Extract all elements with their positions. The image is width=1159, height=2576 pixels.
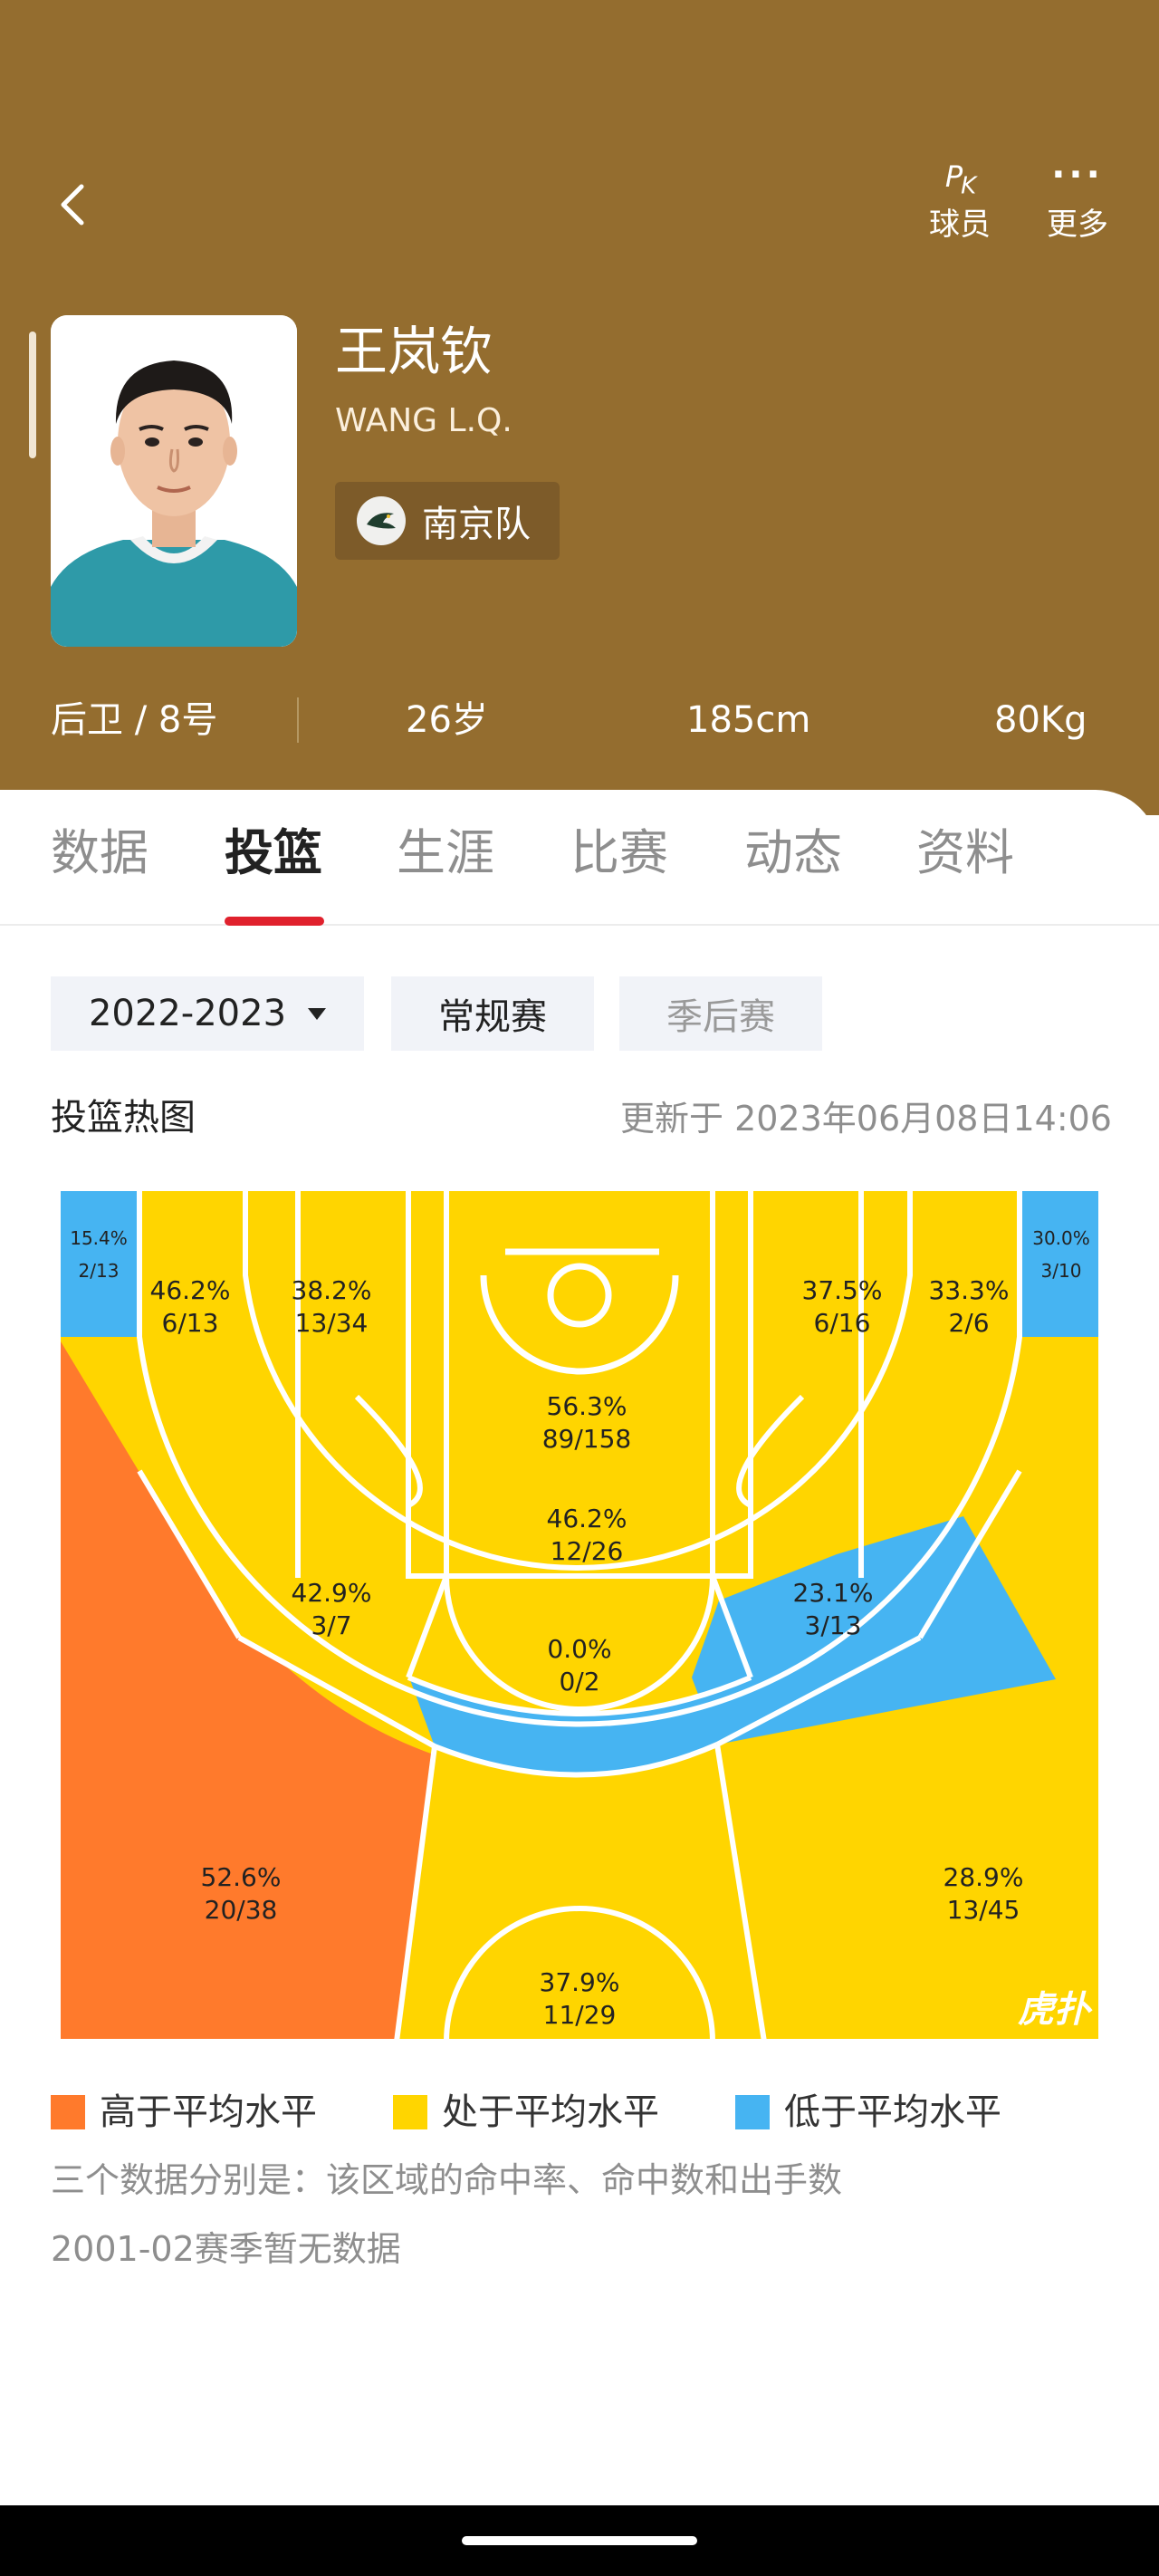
tab-bar: 数据 投篮 生涯 比赛 动态 资料 [0, 790, 1159, 926]
zone-label-ratio: 3/7 [311, 1610, 351, 1640]
season-select[interactable]: 2022-2023 [51, 976, 364, 1051]
tab-news[interactable]: 动态 [744, 824, 842, 881]
player-avatar-image [51, 315, 297, 647]
zone-left-corner-three [58, 1188, 139, 1337]
player-name-en: WANG L.Q. [335, 402, 512, 439]
player-age: 26岁 [406, 699, 488, 741]
no-data-note: 2001-02赛季暂无数据 [51, 2229, 401, 2269]
zone-label-ratio: 2/6 [948, 1308, 989, 1338]
zone-label-pct: 37.9% [540, 1967, 620, 1997]
zone-left-wing-three [58, 1337, 435, 2042]
scroll-indicator [29, 332, 36, 458]
zone-label-ratio: 13/34 [295, 1308, 369, 1338]
zone-label-pct: 38.2% [292, 1275, 372, 1305]
legend-swatch-below [735, 2095, 770, 2129]
pk-icon: PK [944, 159, 976, 200]
regular-season-label: 常规赛 [438, 996, 547, 1038]
team-badge[interactable]: 南京队 [335, 482, 560, 560]
zone-label-pct: 52.6% [201, 1862, 282, 1892]
player-height: 185cm [686, 699, 811, 741]
zone-label-pct: 56.3% [547, 1391, 627, 1421]
zone-label-ratio: 6/13 [162, 1308, 219, 1338]
player-name: 王岚钦 [335, 321, 493, 382]
legend-item-below: 低于平均水平 [735, 2087, 1001, 2138]
zone-label-ratio: 2/13 [79, 1260, 120, 1282]
tab-profile[interactable]: 资料 [916, 824, 1014, 881]
playoffs-label: 季后赛 [666, 996, 775, 1038]
zone-label-ratio: 20/38 [205, 1895, 278, 1925]
zone-right-wing-mid [692, 1516, 1056, 1745]
zone-right-corner-three [1020, 1188, 1101, 1337]
zone-label-ratio: 89/158 [542, 1424, 632, 1454]
player-weight: 80Kg [994, 699, 1087, 741]
playoffs-button[interactable]: 季后赛 [619, 976, 822, 1051]
explain-note: 三个数据分别是：该区域的命中率、命中数和出手数 [51, 2160, 843, 2200]
position-number: 后卫 / 8号 [51, 699, 218, 741]
zone-label-pct: 42.9% [292, 1578, 372, 1608]
zone-label-ratio: 6/16 [814, 1308, 871, 1338]
back-button[interactable] [51, 178, 98, 232]
pk-label: 球员 [929, 207, 991, 243]
shot-heatmap: 15.4% 2/13 46.2% 6/13 38.2% 13/34 56.3% … [58, 1188, 1101, 2042]
zone-label-pct: 28.9% [943, 1862, 1024, 1892]
zone-label-ratio: 13/45 [947, 1895, 1020, 1925]
content-card: 数据 投篮 生涯 比赛 动态 资料 2022-2023 常规赛 季后赛 投篮热图… [0, 790, 1159, 2576]
legend-item-above: 高于平均水平 [51, 2087, 317, 2138]
more-dots-icon: ··· [1051, 154, 1104, 196]
player-header: PK 球员 ··· 更多 王岚钦 WANG L.Q. [0, 0, 1159, 815]
team-name: 南京队 [422, 504, 531, 545]
pk-button[interactable]: PK 球员 [915, 154, 1005, 245]
court-lines [58, 1188, 1101, 2042]
zone-label-ratio: 3/13 [805, 1610, 862, 1640]
zone-top-three [397, 1745, 764, 2042]
player-photo [51, 315, 297, 647]
chevron-left-icon [61, 184, 84, 226]
zone-label-pct: 30.0% [1032, 1227, 1090, 1249]
zone-label-ratio: 11/29 [543, 2000, 617, 2030]
zone-labels: 15.4% 2/13 46.2% 6/13 38.2% 13/34 56.3% … [70, 1227, 1090, 2030]
more-label: 更多 [1047, 207, 1108, 243]
zone-label-ratio: 3/10 [1041, 1260, 1082, 1282]
season-value: 2022-2023 [88, 993, 287, 1034]
legend-item-average: 处于平均水平 [393, 2087, 659, 2138]
zone-label-pct: 33.3% [929, 1275, 1010, 1305]
regular-season-button[interactable]: 常规赛 [391, 976, 594, 1051]
zone-label-pct: 37.5% [802, 1275, 883, 1305]
zone-label-pct: 46.2% [150, 1275, 231, 1305]
zone-label-pct: 15.4% [70, 1227, 128, 1249]
section-title: 投篮热图 [51, 1097, 196, 1139]
more-button[interactable]: ··· 更多 [1032, 154, 1123, 245]
tab-games[interactable]: 比赛 [570, 824, 668, 881]
legend-swatch-average [393, 2095, 427, 2129]
home-indicator[interactable] [462, 2536, 697, 2545]
team-logo-icon [357, 496, 406, 545]
player-info-row: 后卫 / 8号 26岁 185cm 80Kg [0, 688, 1159, 752]
legend-label-average: 处于平均水平 [442, 2091, 659, 2133]
zone-label-pct: 46.2% [547, 1504, 627, 1533]
zone-label-ratio: 12/26 [551, 1536, 624, 1566]
tab-career[interactable]: 生涯 [397, 824, 494, 881]
active-tab-indicator [225, 917, 324, 926]
updated-time: 更新于 2023年06月08日14:06 [619, 1099, 1112, 1139]
zone-label-ratio: 0/2 [559, 1667, 599, 1697]
zone-label-pct: 23.1% [793, 1578, 874, 1608]
tab-stats[interactable]: 数据 [51, 824, 148, 881]
legend-swatch-above [51, 2095, 85, 2129]
caret-down-icon [308, 1007, 327, 1020]
zone-label-pct: 0.0% [547, 1634, 611, 1664]
info-divider [297, 697, 299, 743]
legend-label-above: 高于平均水平 [100, 2091, 317, 2133]
watermark-logo: 虎扑 [1018, 1989, 1093, 2031]
legend-label-below: 低于平均水平 [784, 2091, 1001, 2133]
tab-shooting[interactable]: 投篮 [225, 824, 322, 881]
hoop-icon [480, 1248, 679, 1375]
